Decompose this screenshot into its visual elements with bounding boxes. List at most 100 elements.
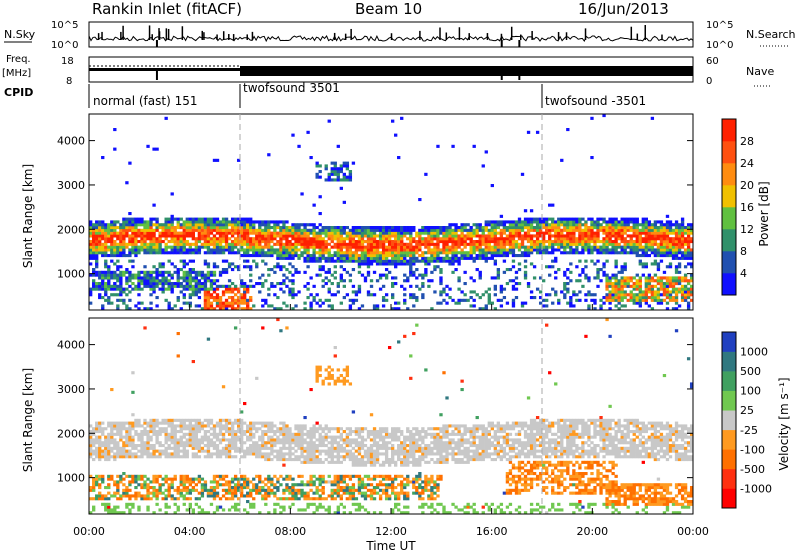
range-time-cell [548,231,552,235]
range-time-cell [267,220,271,224]
range-time-cell [569,296,573,300]
range-time-cell [360,245,365,249]
range-time-cell [336,178,340,182]
range-time-cell [203,432,208,436]
range-time-cell [200,234,205,238]
range-time-cell [291,502,295,506]
range-time-cell [224,418,229,422]
range-time-cell [170,226,174,230]
range-time-cell [309,237,313,241]
range-time-cell [149,231,153,235]
range-time-cell [131,446,135,450]
range-time-cell [276,497,280,501]
range-time-cell [246,452,250,456]
range-time-cell [200,245,205,249]
range-time-cell [315,172,319,176]
range-time-cell [466,251,470,255]
range-time-cell [387,240,392,244]
range-time-cell [309,293,313,297]
range-time-cell [620,304,624,308]
range-time-cell [599,248,603,252]
range-time-cell [170,455,174,459]
range-time-cell [101,480,105,484]
range-time-cell [146,231,150,235]
range-time-cell [276,480,280,484]
range-time-cell [197,287,202,291]
range-time-cell [538,228,543,232]
range-time-cell [297,144,301,148]
range-time-cell [614,293,618,297]
range-time-cell [596,228,600,232]
range-time-cell [273,220,277,224]
y-tick-label: 3000 [57,179,85,192]
range-time-cell [113,444,117,448]
range-time-cell [270,438,274,442]
range-time-cell [300,234,304,238]
range-time-cell [475,226,479,230]
range-time-cell [261,234,265,238]
range-time-cell [131,228,135,232]
range-time-cell [578,226,582,230]
range-time-cell [185,270,189,274]
range-time-cell [653,226,658,230]
range-time-cell [203,223,208,227]
range-time-cell [131,413,135,417]
range-time-cell [626,251,630,255]
range-time-cell [397,240,401,244]
range-time-cell [493,234,497,238]
range-time-cell [418,237,422,241]
range-time-cell [182,455,186,459]
range-time-cell [523,273,528,277]
range-time-cell [185,287,189,291]
range-time-cell [378,237,383,241]
range-time-cell [584,245,588,249]
range-time-cell [569,270,573,274]
range-time-cell [384,248,389,252]
range-time-cell [318,265,322,269]
range-time-cell [221,508,226,512]
range-time-cell [617,293,621,297]
range-time-cell [659,220,664,224]
range-time-cell [526,217,531,221]
range-time-cell [167,251,171,255]
range-time-cell [375,242,380,246]
range-time-cell [282,508,286,512]
range-time-cell [170,432,174,436]
range-time-cell [397,256,401,260]
range-time-cell [551,259,555,263]
range-time-cell [140,438,144,442]
range-time-cell [529,217,534,221]
range-time-cell [415,240,419,244]
range-time-cell [215,483,220,487]
range-time-cell [170,418,174,422]
range-time-cell [140,245,144,249]
range-time-cell [212,282,217,286]
range-time-cell [538,242,543,246]
range-time-cell [297,228,301,232]
range-time-cell [623,265,627,269]
range-time-cell [650,290,655,294]
range-time-cell [188,220,192,224]
range-time-cell [101,251,105,255]
range-time-cell [236,497,241,501]
range-time-cell [587,293,591,297]
range-time-cell [312,256,316,260]
range-time-cell [125,307,129,311]
range-time-cell [246,477,250,481]
range-time-cell [403,251,407,255]
range-time-cell [686,240,691,244]
range-time-cell [430,279,434,283]
range-time-cell [113,254,117,258]
range-time-cell [273,237,277,241]
range-time-cell [267,242,271,246]
range-time-cell [197,444,202,448]
range-time-cell [125,486,129,490]
range-time-cell [333,270,337,274]
range-time-cell [264,446,268,450]
range-time-cell [146,251,150,255]
range-time-cell [92,270,96,274]
range-time-cell [137,421,141,425]
range-time-cell [149,497,153,501]
range-time-cell [227,223,232,227]
range-time-cell [430,251,434,255]
